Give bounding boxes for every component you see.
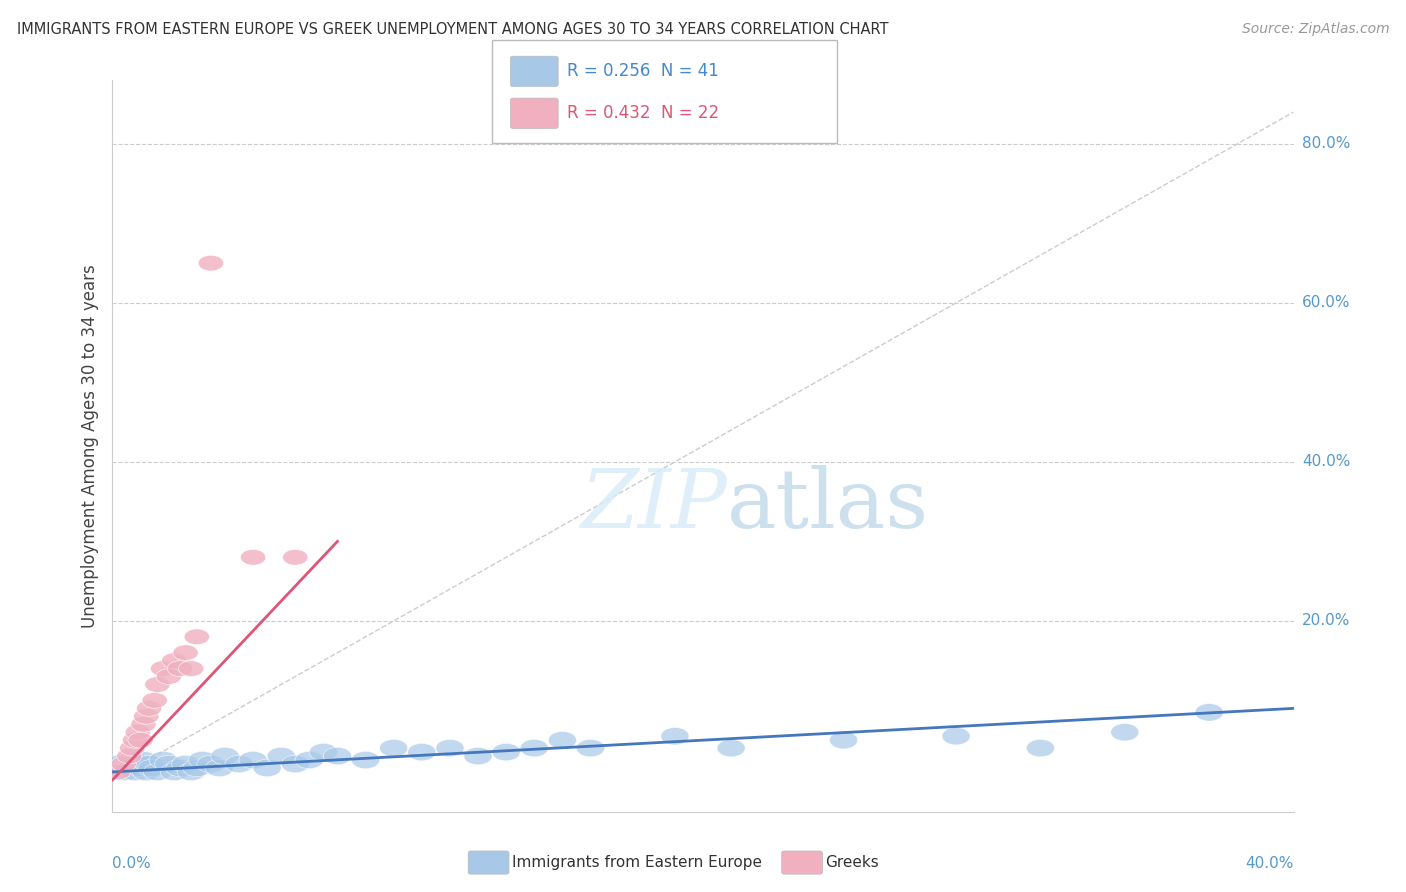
Ellipse shape bbox=[120, 740, 145, 756]
Ellipse shape bbox=[104, 756, 132, 772]
Ellipse shape bbox=[125, 724, 150, 740]
Text: ZIP: ZIP bbox=[579, 465, 727, 544]
Text: Source: ZipAtlas.com: Source: ZipAtlas.com bbox=[1241, 22, 1389, 37]
Ellipse shape bbox=[172, 756, 200, 772]
Ellipse shape bbox=[188, 751, 217, 769]
Text: 60.0%: 60.0% bbox=[1302, 295, 1350, 310]
Ellipse shape bbox=[184, 629, 209, 645]
Ellipse shape bbox=[136, 700, 162, 716]
Ellipse shape bbox=[149, 751, 177, 769]
Ellipse shape bbox=[183, 759, 211, 777]
Ellipse shape bbox=[118, 751, 146, 769]
Text: R = 0.256  N = 41: R = 0.256 N = 41 bbox=[567, 62, 718, 80]
Ellipse shape bbox=[132, 764, 160, 780]
Text: 40.0%: 40.0% bbox=[1246, 855, 1294, 871]
Text: Immigrants from Eastern Europe: Immigrants from Eastern Europe bbox=[512, 855, 762, 870]
Ellipse shape bbox=[124, 756, 152, 772]
Ellipse shape bbox=[179, 661, 204, 676]
Ellipse shape bbox=[309, 743, 337, 761]
Ellipse shape bbox=[1111, 723, 1139, 741]
Ellipse shape bbox=[283, 549, 308, 566]
Ellipse shape bbox=[111, 756, 136, 772]
Ellipse shape bbox=[240, 549, 266, 566]
Text: 80.0%: 80.0% bbox=[1302, 136, 1350, 152]
Ellipse shape bbox=[128, 732, 153, 748]
Text: 40.0%: 40.0% bbox=[1302, 454, 1350, 469]
Ellipse shape bbox=[105, 764, 131, 780]
Ellipse shape bbox=[134, 708, 159, 724]
Ellipse shape bbox=[122, 732, 148, 748]
Ellipse shape bbox=[323, 747, 352, 764]
Text: 20.0%: 20.0% bbox=[1302, 614, 1350, 628]
Ellipse shape bbox=[830, 731, 858, 749]
Ellipse shape bbox=[129, 751, 157, 769]
Ellipse shape bbox=[121, 764, 149, 780]
Ellipse shape bbox=[145, 677, 170, 692]
Ellipse shape bbox=[380, 739, 408, 756]
Ellipse shape bbox=[464, 747, 492, 764]
Text: IMMIGRANTS FROM EASTERN EUROPE VS GREEK UNEMPLOYMENT AMONG AGES 30 TO 34 YEARS C: IMMIGRANTS FROM EASTERN EUROPE VS GREEK … bbox=[17, 22, 889, 37]
Ellipse shape bbox=[150, 661, 176, 676]
Ellipse shape bbox=[1026, 739, 1054, 756]
Ellipse shape bbox=[576, 739, 605, 756]
Ellipse shape bbox=[1195, 704, 1223, 721]
Ellipse shape bbox=[162, 653, 187, 668]
Ellipse shape bbox=[115, 759, 143, 777]
Text: R = 0.432  N = 22: R = 0.432 N = 22 bbox=[567, 104, 718, 122]
Ellipse shape bbox=[281, 756, 309, 772]
Ellipse shape bbox=[110, 764, 138, 780]
Text: atlas: atlas bbox=[727, 465, 929, 544]
Ellipse shape bbox=[173, 645, 198, 661]
Y-axis label: Unemployment Among Ages 30 to 34 years: Unemployment Among Ages 30 to 34 years bbox=[80, 264, 98, 628]
Ellipse shape bbox=[135, 756, 163, 772]
Ellipse shape bbox=[239, 751, 267, 769]
Ellipse shape bbox=[198, 255, 224, 271]
Ellipse shape bbox=[253, 759, 281, 777]
Ellipse shape bbox=[295, 751, 323, 769]
Ellipse shape bbox=[205, 759, 233, 777]
Ellipse shape bbox=[131, 716, 156, 732]
Ellipse shape bbox=[160, 764, 188, 780]
Ellipse shape bbox=[548, 731, 576, 749]
Ellipse shape bbox=[142, 692, 167, 708]
Ellipse shape bbox=[717, 739, 745, 756]
Ellipse shape bbox=[155, 756, 183, 772]
Ellipse shape bbox=[138, 759, 166, 777]
Ellipse shape bbox=[520, 739, 548, 756]
Ellipse shape bbox=[436, 739, 464, 756]
Ellipse shape bbox=[352, 751, 380, 769]
Text: 0.0%: 0.0% bbox=[112, 855, 152, 871]
Ellipse shape bbox=[117, 748, 142, 764]
Ellipse shape bbox=[143, 764, 172, 780]
Ellipse shape bbox=[942, 728, 970, 745]
Ellipse shape bbox=[225, 756, 253, 772]
Ellipse shape bbox=[177, 764, 205, 780]
Text: Greeks: Greeks bbox=[825, 855, 879, 870]
Ellipse shape bbox=[492, 743, 520, 761]
Ellipse shape bbox=[197, 756, 225, 772]
Ellipse shape bbox=[211, 747, 239, 764]
Ellipse shape bbox=[127, 759, 155, 777]
Ellipse shape bbox=[156, 669, 181, 684]
Ellipse shape bbox=[661, 728, 689, 745]
Ellipse shape bbox=[267, 747, 295, 764]
Ellipse shape bbox=[167, 661, 193, 676]
Ellipse shape bbox=[166, 759, 194, 777]
Ellipse shape bbox=[408, 743, 436, 761]
